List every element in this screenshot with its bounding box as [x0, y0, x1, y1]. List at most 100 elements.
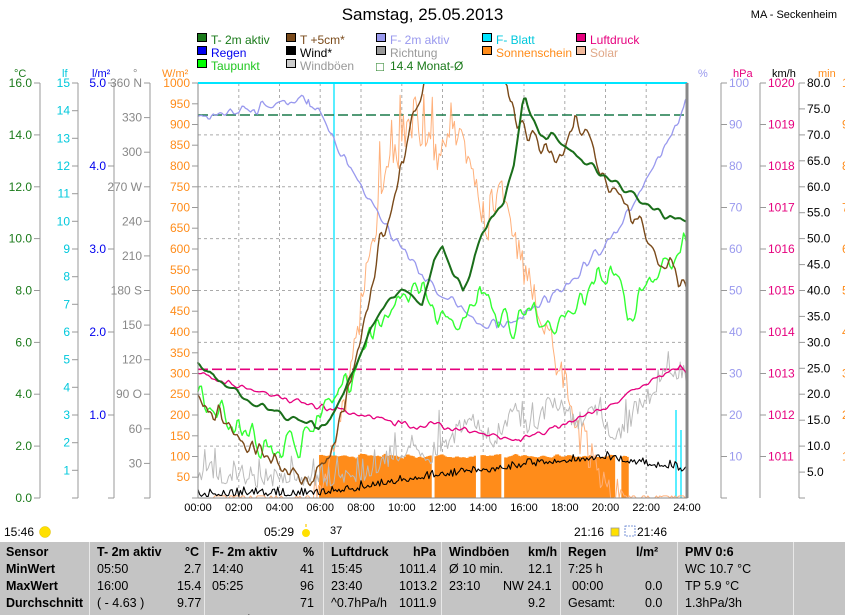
svg-text:4.0: 4.0 [15, 387, 32, 401]
svg-text:3: 3 [63, 408, 70, 422]
svg-text:400: 400 [170, 325, 190, 339]
svg-text:10: 10 [729, 450, 743, 464]
svg-text:1013: 1013 [768, 367, 795, 381]
svg-text:00:00: 00:00 [184, 502, 212, 514]
svg-text:1016: 1016 [768, 242, 795, 256]
svg-text:75.0: 75.0 [807, 102, 831, 116]
svg-text:70: 70 [729, 201, 743, 215]
svg-text:90: 90 [729, 118, 743, 132]
svg-text:450: 450 [170, 304, 190, 318]
svg-text:300: 300 [170, 367, 190, 381]
svg-text:45.0: 45.0 [807, 258, 831, 272]
svg-text:25.0: 25.0 [807, 361, 831, 375]
svg-text:850: 850 [170, 138, 190, 152]
svg-text:350: 350 [170, 346, 190, 360]
svg-text:80: 80 [729, 159, 743, 173]
svg-text:7: 7 [63, 297, 70, 311]
svg-text:65.0: 65.0 [807, 154, 831, 168]
svg-text:1019: 1019 [768, 118, 795, 132]
svg-text:100: 100 [729, 76, 749, 90]
svg-text:200: 200 [170, 408, 190, 422]
svg-text:50: 50 [729, 284, 743, 298]
svg-text:04:00: 04:00 [266, 502, 294, 514]
svg-text:700: 700 [170, 201, 190, 215]
svg-text:20.0: 20.0 [807, 387, 831, 401]
svg-text:5: 5 [63, 353, 70, 367]
svg-text:20:00: 20:00 [592, 502, 620, 514]
svg-text:2: 2 [63, 436, 70, 450]
svg-text:950: 950 [170, 97, 190, 111]
svg-text:180 S: 180 S [111, 284, 142, 298]
svg-text:150: 150 [170, 429, 190, 443]
svg-text:22:00: 22:00 [632, 502, 660, 514]
svg-text:1018: 1018 [768, 159, 795, 173]
svg-text:1: 1 [63, 463, 70, 477]
svg-text:1017: 1017 [768, 201, 795, 215]
svg-text:1011: 1011 [768, 450, 794, 464]
svg-text:24:00: 24:00 [673, 502, 701, 514]
svg-text:50: 50 [177, 470, 191, 484]
svg-text:40: 40 [729, 325, 743, 339]
svg-text:08:00: 08:00 [347, 502, 375, 514]
svg-text:60: 60 [729, 242, 743, 256]
svg-text:10:00: 10:00 [388, 502, 416, 514]
svg-text:8: 8 [63, 270, 70, 284]
svg-text:1000: 1000 [163, 76, 190, 90]
svg-text:270 W: 270 W [107, 180, 142, 194]
svg-text:30: 30 [729, 367, 743, 381]
svg-text:800: 800 [170, 159, 190, 173]
svg-text:5.0: 5.0 [89, 76, 106, 90]
svg-text:11: 11 [58, 187, 71, 201]
svg-text:14.0: 14.0 [9, 128, 33, 142]
svg-text:330: 330 [122, 111, 142, 125]
svg-text:50.0: 50.0 [807, 232, 831, 246]
svg-text:750: 750 [170, 180, 190, 194]
svg-text:20: 20 [729, 408, 743, 422]
svg-text:10.0: 10.0 [9, 232, 33, 246]
svg-text:120: 120 [122, 353, 142, 367]
svg-text:02:00: 02:00 [225, 502, 253, 514]
svg-text:10: 10 [57, 214, 71, 228]
svg-text:8.0: 8.0 [15, 284, 32, 298]
svg-text:60: 60 [129, 422, 143, 436]
svg-text:1015: 1015 [768, 284, 795, 298]
svg-text:15.0: 15.0 [807, 413, 831, 427]
svg-text:900: 900 [170, 118, 190, 132]
svg-text:1020: 1020 [768, 76, 795, 90]
svg-text:06:00: 06:00 [306, 502, 334, 514]
svg-text:6.0: 6.0 [15, 335, 32, 349]
svg-text:70.0: 70.0 [807, 128, 831, 142]
svg-text:18:00: 18:00 [551, 502, 579, 514]
svg-text:6: 6 [63, 325, 70, 339]
svg-text:16.0: 16.0 [9, 76, 33, 90]
svg-text:55.0: 55.0 [807, 206, 831, 220]
svg-text:16:00: 16:00 [510, 502, 538, 514]
svg-text:500: 500 [170, 284, 190, 298]
svg-text:600: 600 [170, 242, 190, 256]
svg-text:12:00: 12:00 [429, 502, 457, 514]
svg-text:550: 550 [170, 263, 190, 277]
svg-text:14:00: 14:00 [469, 502, 497, 514]
svg-text:9: 9 [63, 242, 70, 256]
svg-text:3.0: 3.0 [89, 242, 106, 256]
svg-text:13: 13 [57, 131, 71, 145]
svg-text:12.0: 12.0 [9, 180, 33, 194]
svg-text:150: 150 [122, 318, 142, 332]
svg-text:30: 30 [129, 456, 143, 470]
svg-text:1012: 1012 [768, 408, 795, 422]
svg-text:30.0: 30.0 [807, 335, 831, 349]
svg-text:2.0: 2.0 [15, 439, 32, 453]
svg-text:40.0: 40.0 [807, 284, 831, 298]
svg-text:1.0: 1.0 [89, 408, 106, 422]
svg-text:35.0: 35.0 [807, 309, 831, 323]
svg-text:210: 210 [122, 249, 142, 263]
svg-text:60.0: 60.0 [807, 180, 831, 194]
svg-text:4: 4 [63, 380, 70, 394]
svg-text:1014: 1014 [768, 325, 795, 339]
svg-text:15: 15 [57, 76, 71, 90]
svg-text:2.0: 2.0 [89, 325, 106, 339]
svg-text:12: 12 [57, 159, 71, 173]
svg-text:4.0: 4.0 [89, 159, 106, 173]
svg-text:0.0: 0.0 [15, 491, 32, 505]
svg-text:80.0: 80.0 [807, 76, 831, 90]
